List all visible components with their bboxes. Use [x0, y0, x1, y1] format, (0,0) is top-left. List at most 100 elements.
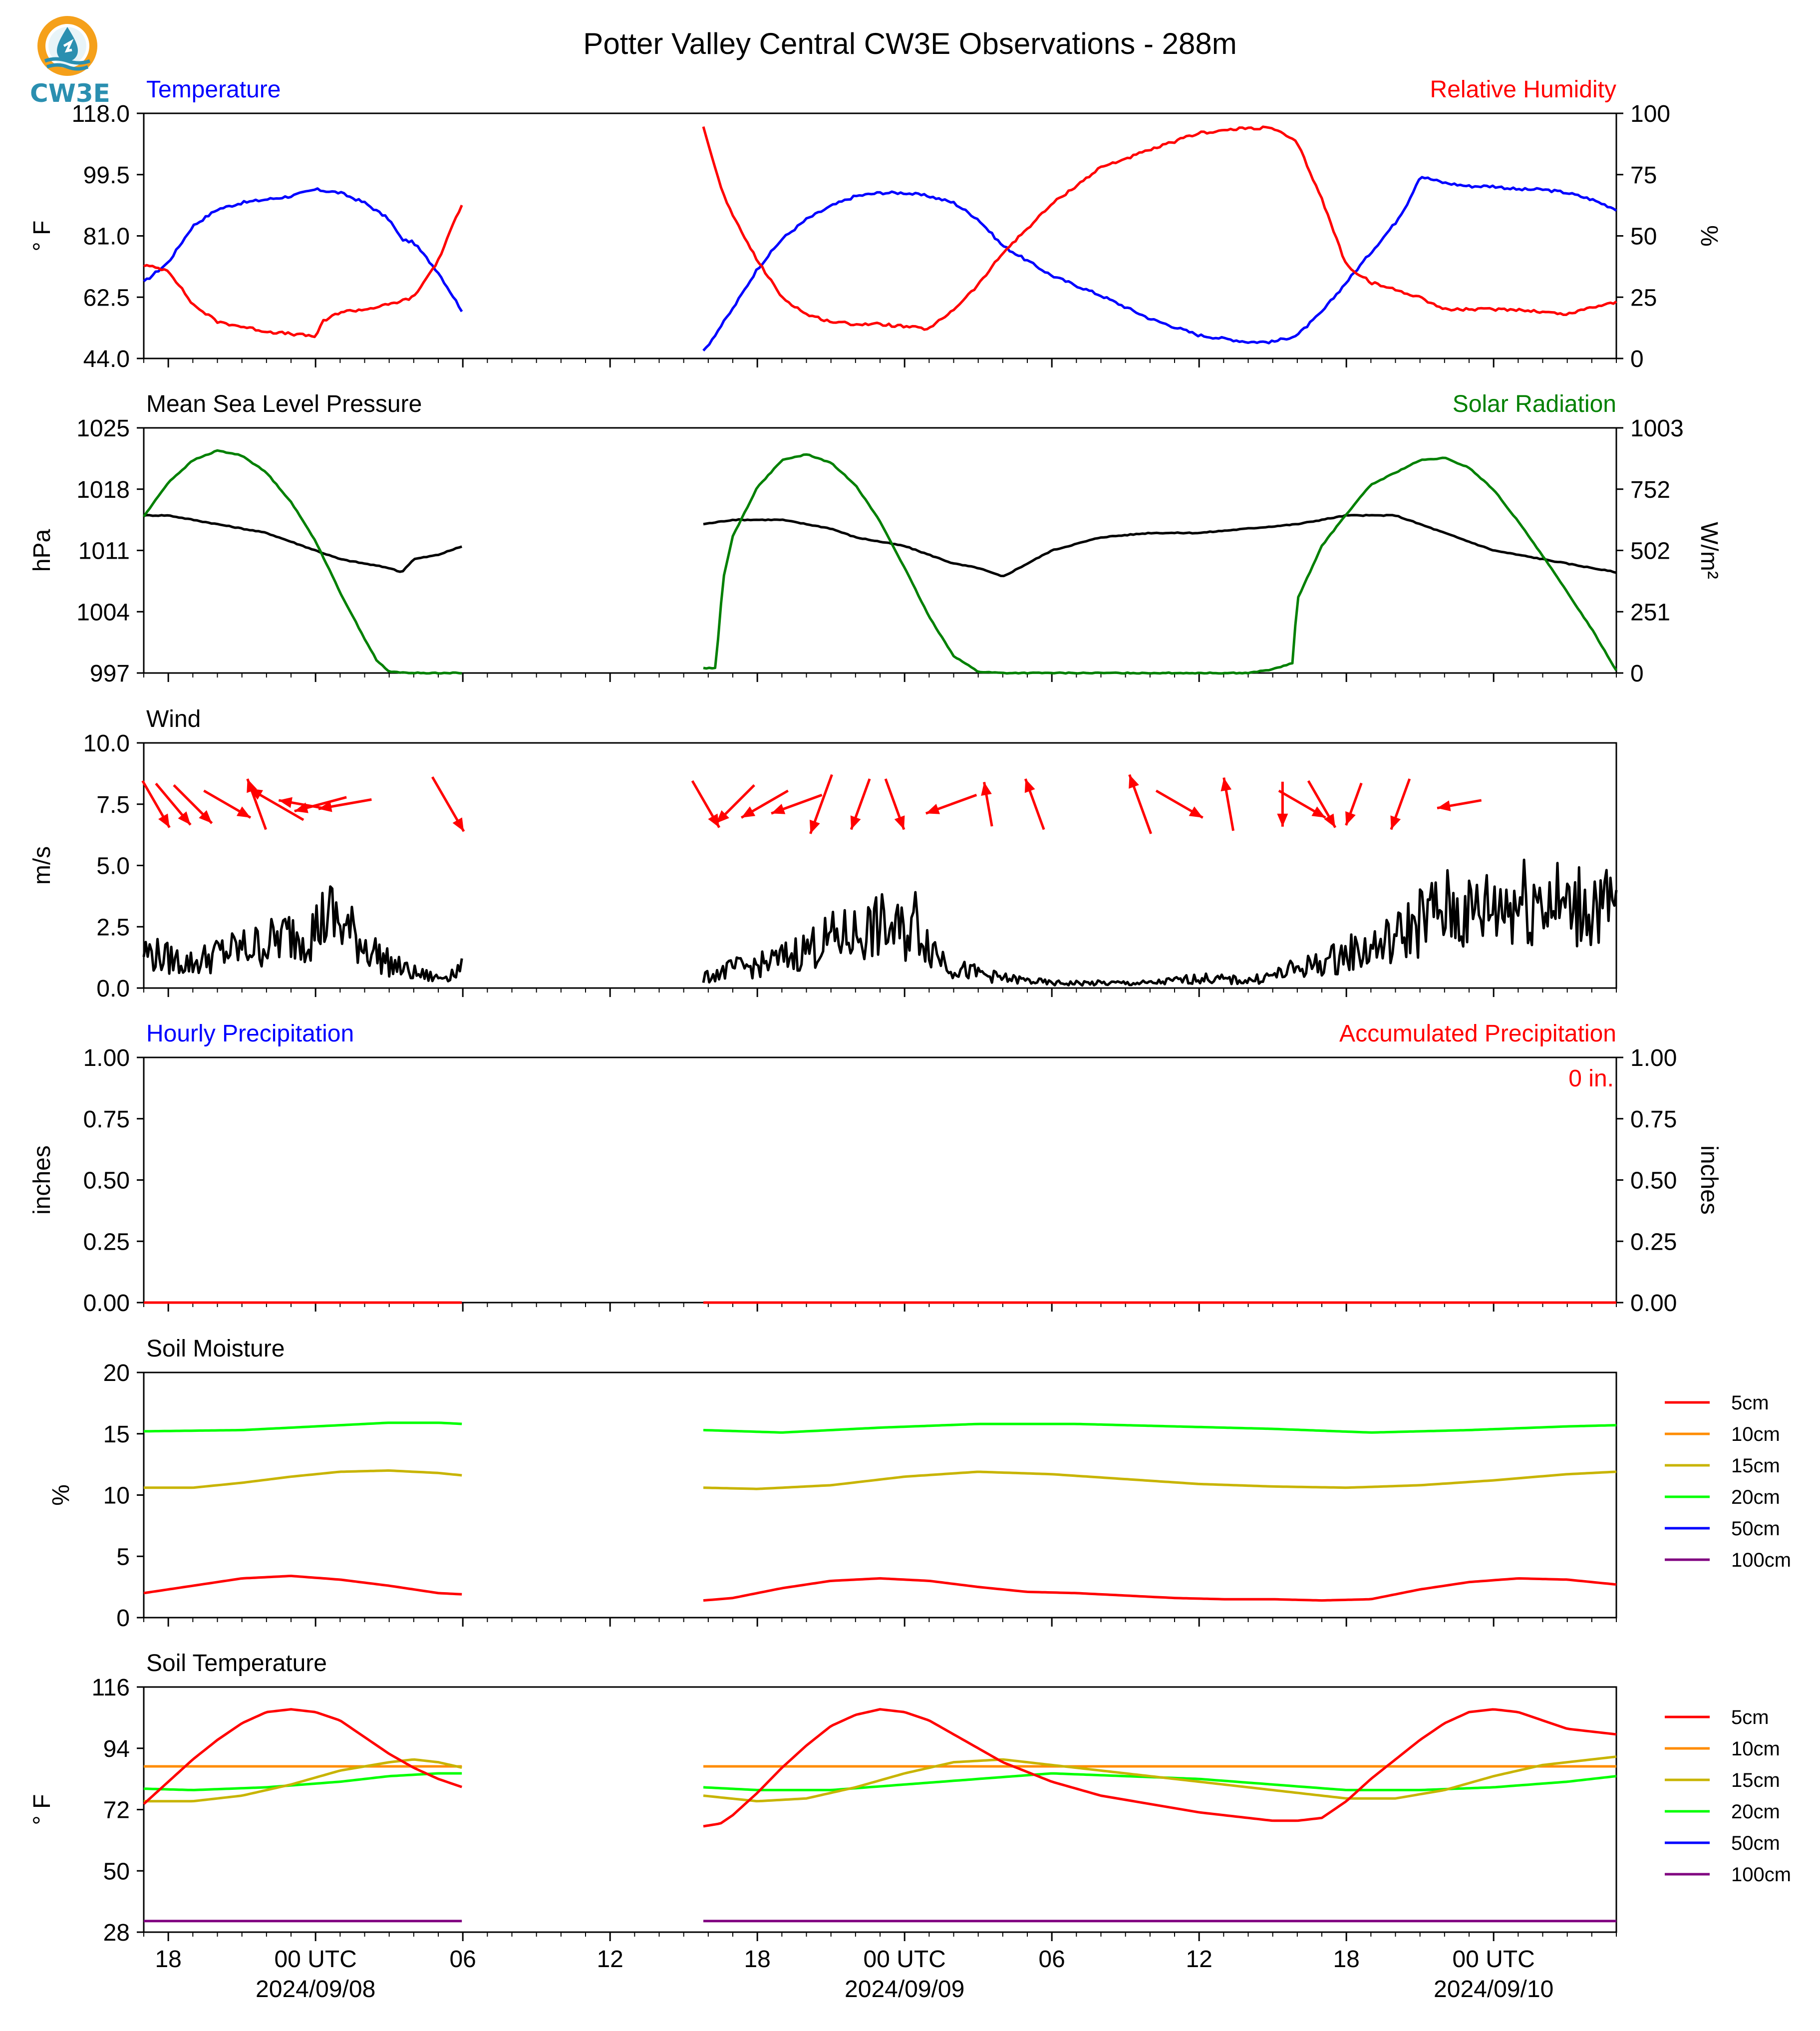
x-tick-label: 00 UTC: [1452, 1946, 1534, 1973]
panel-title: Mean Sea Level Pressure: [146, 391, 422, 417]
y-tick-label-right: 0: [1630, 661, 1644, 687]
series-line-15cm: [144, 1469, 462, 1489]
y-tick-label-right: 100: [1630, 101, 1670, 127]
series-line-temperature: [143, 187, 463, 313]
y-tick-label: 81.0: [83, 224, 130, 250]
x-tick-label: 06: [1038, 1946, 1065, 1973]
panel-title: Temperature: [146, 76, 281, 103]
x-tick-label: 00 UTC: [863, 1946, 945, 1973]
accumulated-total: 0 in.: [1568, 1065, 1614, 1092]
y-tick-label: 116: [91, 1675, 130, 1701]
legend-label: 50cm: [1731, 1518, 1780, 1540]
x-date-label: 2024/09/10: [1434, 1976, 1553, 2003]
legend-label: 10cm: [1731, 1423, 1780, 1445]
panel-frame: [143, 1371, 1617, 1619]
logo-text: CW3E: [30, 79, 110, 108]
y-tick-label: 997: [90, 661, 130, 687]
wind-arrow-head: [810, 819, 820, 834]
x-tick-label: 12: [1186, 1946, 1212, 1973]
y-tick-label-right: 0.75: [1630, 1106, 1677, 1133]
legend-label: 50cm: [1731, 1832, 1780, 1854]
y-tick-label-right: 0.00: [1630, 1290, 1677, 1317]
series-line-15cm: [703, 1470, 1617, 1490]
y-tick-label-right: 75: [1630, 162, 1657, 189]
y-axis-label: ° F: [29, 221, 55, 252]
y-tick-label: 0.75: [83, 1106, 130, 1133]
x-tick-label: 06: [449, 1946, 476, 1973]
y-axis-label-right: %: [1696, 225, 1722, 247]
y-tick-label: 1011: [78, 538, 130, 565]
wind-arrow-head: [279, 797, 293, 808]
series-line-wind: [142, 885, 463, 983]
wind-arrow-head: [981, 782, 992, 796]
y-tick-label: 0.25: [83, 1229, 130, 1255]
wind-arrow-head: [178, 811, 191, 825]
y-tick-label: 0.50: [83, 1168, 130, 1194]
series-line-5cm: [143, 1575, 462, 1596]
wind-arrow-head: [452, 817, 464, 832]
wind-arrow-head: [894, 815, 905, 830]
panel-title: Hourly Precipitation: [146, 1020, 354, 1047]
wind-arrow-head: [708, 813, 719, 828]
y-tick-label-right: 50: [1630, 224, 1657, 250]
panel-frame: [143, 1056, 1617, 1304]
y-tick-label: 94: [103, 1736, 130, 1762]
x-tick-label: 18: [1333, 1946, 1359, 1973]
wind-arrow-head: [716, 810, 729, 823]
y-tick-label: 5: [116, 1544, 130, 1570]
series-line-relative-humidity: [143, 205, 463, 338]
y-tick-label: 72: [103, 1797, 130, 1824]
y-tick-label: 0.0: [96, 976, 130, 1002]
panel-title-right: Relative Humidity: [1430, 76, 1616, 103]
wind-arrow-head: [1390, 815, 1401, 830]
wind-arrow-head: [850, 815, 861, 830]
y-axis-label-right: inches: [1696, 1145, 1722, 1215]
legend-label: 10cm: [1731, 1738, 1780, 1760]
y-axis-label-right: W/m²: [1696, 522, 1722, 579]
x-tick-label: 18: [744, 1946, 770, 1973]
y-tick-label: 15: [103, 1421, 130, 1448]
figure-title: Potter Valley Central CW3E Observations …: [583, 27, 1236, 60]
x-tick-label: 12: [597, 1946, 623, 1973]
y-tick-label-right: 25: [1630, 285, 1657, 311]
series-line-relative-humidity: [702, 125, 1617, 331]
y-tick-label: 1.00: [83, 1045, 130, 1071]
series-line-temperature: [702, 176, 1617, 351]
y-axis-label: hPa: [29, 529, 55, 572]
legend-label: 100cm: [1731, 1549, 1791, 1571]
wind-arrow-head: [1311, 806, 1326, 818]
legend-label: 15cm: [1731, 1455, 1780, 1477]
series-line-20cm: [144, 1421, 462, 1433]
x-tick-label: 18: [155, 1946, 181, 1973]
y-tick-label: 1004: [76, 599, 130, 626]
series-line-solar-radiation: [703, 453, 1618, 675]
y-tick-label: 99.5: [83, 162, 130, 189]
wind-arrow-head: [1024, 779, 1035, 793]
wind-arrow-head: [1220, 777, 1232, 792]
y-tick-label: 5.0: [96, 853, 130, 880]
series-line-20cm: [703, 1772, 1617, 1791]
wind-arrow-head: [318, 801, 332, 812]
wind-arrow-head: [158, 813, 170, 828]
legend-label: 100cm: [1731, 1864, 1791, 1886]
series-line-wind: [702, 858, 1618, 987]
y-tick-label: 10: [103, 1483, 130, 1509]
wind-arrow-head: [771, 803, 786, 814]
x-tick-label: 00 UTC: [274, 1946, 356, 1973]
panel-frame: [143, 427, 1617, 674]
y-tick-label: 10.0: [83, 730, 130, 757]
legend-label: 20cm: [1731, 1486, 1780, 1508]
x-date-label: 2024/09/09: [845, 1976, 964, 2003]
wind-arrow-head: [199, 810, 212, 823]
wind-arrow-head: [249, 788, 263, 800]
panel-frame: [143, 1686, 1617, 1933]
x-date-label: 2024/09/08: [256, 1976, 375, 2003]
wind-arrow-head: [1277, 813, 1288, 827]
wind-arrow-head: [1189, 806, 1203, 818]
y-tick-label-right: 1.00: [1630, 1045, 1677, 1071]
y-tick-label-right: 752: [1630, 477, 1670, 503]
y-tick-label: 0: [116, 1605, 130, 1632]
legend-label: 5cm: [1731, 1392, 1769, 1414]
wind-arrow-head: [741, 806, 756, 818]
